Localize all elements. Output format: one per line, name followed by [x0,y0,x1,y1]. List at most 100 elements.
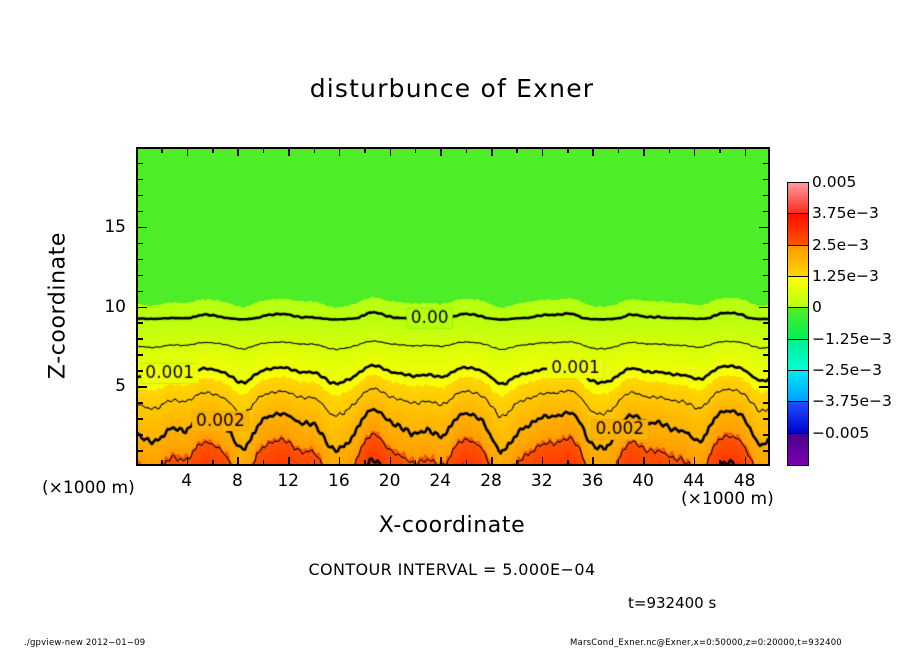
axis-tick [516,460,518,466]
axis-tick [759,386,770,388]
axis-tick [136,242,143,245]
axis-tick [567,460,569,466]
colorbar-band-1 [788,214,808,246]
axis-tick [364,147,366,153]
axis-tick [389,457,392,466]
axis-tick [237,147,239,156]
axis-tick [186,147,189,156]
axis-tick [136,354,143,356]
colorbar-label-6: −2.5e−3 [812,361,883,379]
colorbar-band-6 [788,370,808,403]
axis-tick [161,147,163,153]
x-tick-label-24: 24 [429,471,452,491]
axis-tick [763,258,770,261]
axis-tick [414,460,417,466]
axis-tick [136,226,147,229]
axis-tick [592,147,594,156]
axis-tick [136,322,143,324]
axis-tick [136,290,143,293]
y-tick-label-10: 10 [104,296,126,317]
axis-tick [136,194,143,197]
contour-field-canvas [138,149,768,464]
colorbar-label-4: 0 [812,298,822,317]
axis-tick [541,457,544,466]
page-title: disturbunce of Exner [309,74,595,103]
colorbar-label-1: 3.75e−3 [812,204,879,223]
colorbar-label-5: −1.25e−3 [812,329,892,348]
colorbar-band-5 [788,339,808,371]
x-tick-label-4: 4 [181,471,193,491]
time-stamp: t=932400 s [628,594,717,612]
axis-tick [262,460,265,466]
axis-tick [763,402,770,404]
axis-tick [136,210,143,213]
axis-tick [440,457,442,466]
axis-tick [643,457,645,466]
axis-tick [763,418,770,420]
axis-tick [693,457,696,466]
axis-tick [136,178,143,181]
axis-tick [719,460,721,466]
x-tick-label-32: 32 [530,471,553,491]
axis-tick [592,457,594,466]
axis-tick [288,457,290,466]
axis-tick [763,290,770,293]
axis-tick [744,147,747,156]
axis-tick [668,147,671,153]
axis-tick [693,147,696,156]
axis-tick [763,370,770,372]
axis-tick [516,147,518,153]
axis-tick [136,434,143,436]
axis-tick [541,147,544,156]
colorbar-band-4 [788,308,808,340]
axis-tick [763,162,770,165]
colorbar-label-8: −0.005 [812,423,870,442]
axis-tick [440,147,442,156]
colorbar-band-7 [788,402,808,434]
axis-tick [763,194,770,197]
x-tick-label-8: 8 [232,471,243,491]
x-axis-units-left: (×1000 m) [42,478,135,498]
axis-tick [763,178,770,181]
axis-tick [136,402,143,404]
y-axis-title: Z-coordinate [45,231,71,380]
axis-tick [136,274,143,277]
x-tick-label-40: 40 [632,471,655,491]
axis-tick [288,147,290,156]
axis-tick [759,226,770,229]
axis-tick [763,354,770,356]
axis-tick [763,210,770,213]
axis-tick [136,386,147,388]
axis-tick [763,338,770,340]
axis-tick [136,370,143,372]
axis-tick [136,450,143,452]
axis-tick [136,418,143,420]
colorbar-band-8 [788,433,808,465]
axis-tick [763,450,770,452]
axis-tick [643,147,645,156]
colorbar-label-3: 1.25e−3 [812,267,879,285]
axis-tick [617,460,620,466]
footer-command: ./gpview-new 2012−01−09 [24,638,146,648]
colorbar-band-3 [788,276,808,309]
axis-tick [763,242,770,245]
axis-tick [617,147,620,153]
contour-interval-note: CONTOUR INTERVAL = 5.000E−04 [308,560,596,579]
axis-tick [465,147,468,153]
colorbar-band-2 [788,245,808,277]
axis-tick [338,147,341,156]
axis-tick [763,274,770,277]
axis-tick [668,460,671,466]
axis-tick [212,460,214,466]
axis-tick [136,162,143,165]
axis-tick [414,147,417,153]
axis-tick [744,457,747,466]
axis-tick [186,457,189,466]
axis-tick [136,338,143,340]
axis-tick [759,306,770,308]
colorbar [787,182,809,466]
axis-tick [237,457,239,466]
x-tick-label-20: 20 [378,471,401,491]
x-tick-label-48: 48 [733,471,756,491]
